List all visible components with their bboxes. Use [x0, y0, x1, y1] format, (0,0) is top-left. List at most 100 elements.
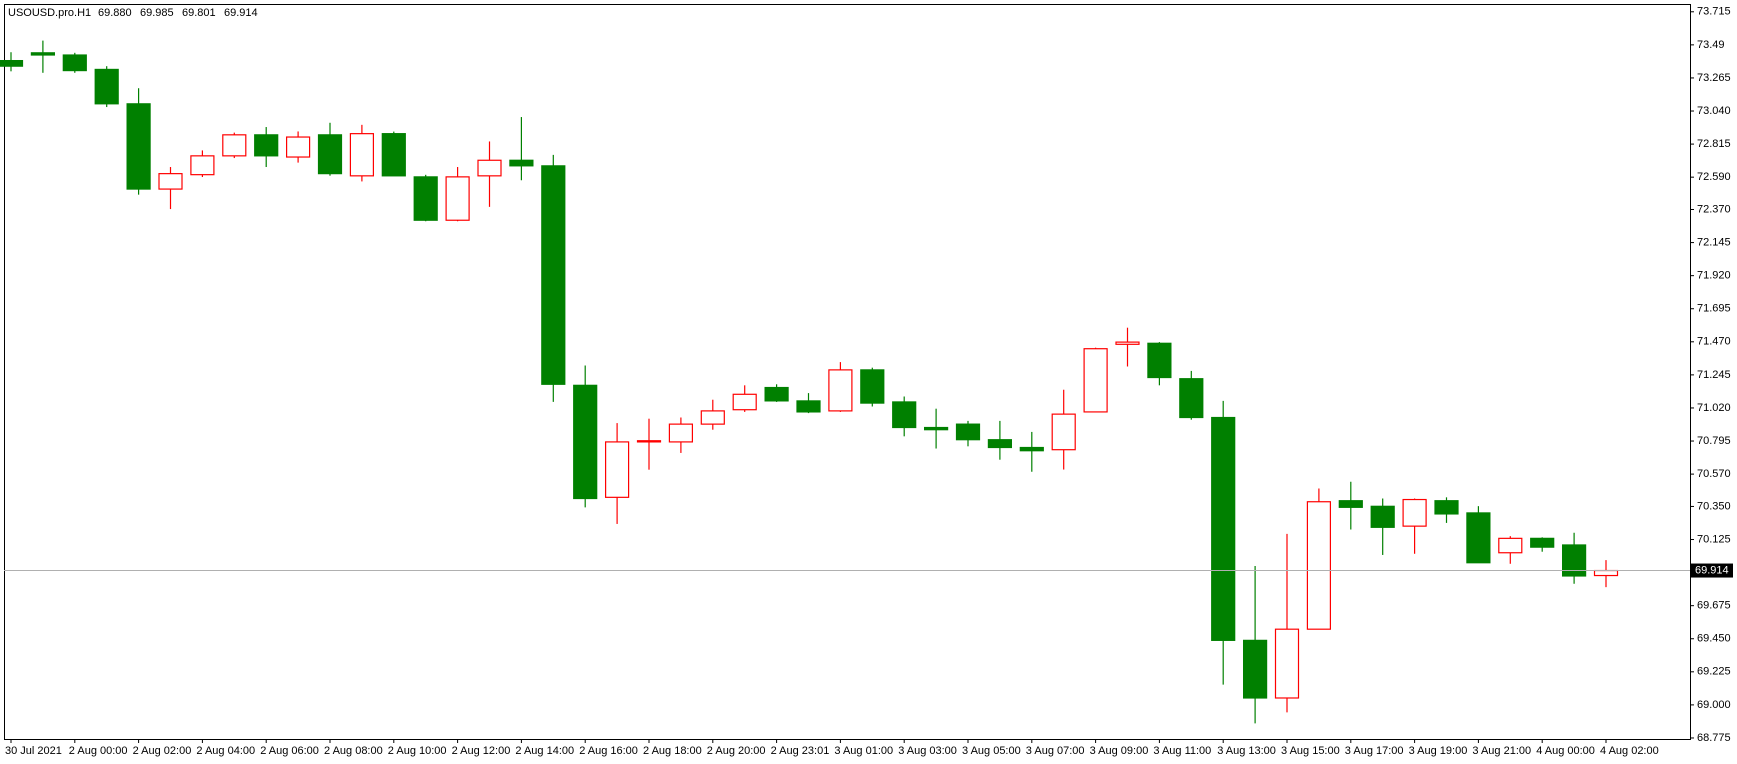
candle-body — [94, 68, 119, 105]
x-tick-label: 3 Aug 21:00 — [1472, 745, 1531, 757]
x-tick-label: 3 Aug 09:00 — [1090, 745, 1149, 757]
candle-body — [764, 386, 789, 402]
x-tick-label: 3 Aug 17:00 — [1345, 745, 1404, 757]
y-tick-label: 70.795 — [1697, 435, 1731, 447]
candle-body — [668, 423, 694, 443]
candle-body — [254, 134, 279, 157]
y-tick-label: 71.920 — [1697, 270, 1731, 282]
x-tick-label: 3 Aug 07:00 — [1026, 745, 1085, 757]
x-tick-label: 3 Aug 13:00 — [1217, 745, 1276, 757]
candle-body — [1338, 500, 1363, 508]
candle-body — [349, 133, 374, 177]
candle-body — [1019, 446, 1044, 452]
y-tick-label: 70.570 — [1697, 468, 1731, 480]
candle-body — [1466, 512, 1491, 564]
candle-body — [732, 393, 757, 411]
candle-body — [1051, 413, 1076, 451]
x-tick-label: 2 Aug 06:00 — [260, 745, 319, 757]
y-tick-label: 72.370 — [1697, 203, 1731, 215]
y-tick-label: 68.775 — [1697, 732, 1731, 744]
x-tick-label: 2 Aug 16:00 — [579, 745, 638, 757]
candle-body — [541, 165, 566, 385]
candle-body — [445, 176, 470, 221]
candle-body — [636, 440, 662, 443]
candle-body — [1593, 569, 1619, 577]
candle-body — [1402, 498, 1427, 527]
x-tick-label: 2 Aug 10:00 — [388, 745, 447, 757]
y-tick-label: 69.675 — [1697, 600, 1731, 612]
x-tick-label: 4 Aug 00:00 — [1536, 745, 1595, 757]
y-tick-label: 69.450 — [1697, 633, 1731, 645]
chart-header: USOUSD.pro.H1 — [8, 7, 91, 19]
candle-body — [0, 59, 24, 67]
x-tick-label: 2 Aug 23:01 — [771, 745, 830, 757]
y-tick-label: 73.265 — [1697, 72, 1731, 84]
candle-body — [1274, 628, 1300, 699]
x-tick-label: 3 Aug 11:00 — [1153, 745, 1211, 757]
y-tick-label: 70.125 — [1697, 533, 1731, 545]
candle-body — [158, 173, 183, 190]
candle-body — [860, 369, 885, 404]
y-tick-label: 69.225 — [1697, 666, 1731, 678]
x-tick-label: 3 Aug 03:00 — [898, 745, 957, 757]
y-tick-label: 72.590 — [1697, 171, 1731, 183]
candle-body — [1561, 544, 1587, 577]
y-tick-label: 71.470 — [1697, 336, 1731, 348]
y-tick-label: 71.020 — [1697, 402, 1731, 414]
x-tick-label: 3 Aug 15:00 — [1281, 745, 1340, 757]
x-tick-label: 2 Aug 20:00 — [707, 745, 766, 757]
x-tick-label: 2 Aug 04:00 — [196, 745, 255, 757]
y-tick-label: 71.695 — [1697, 303, 1731, 315]
candle-body — [1530, 537, 1555, 548]
candle-body — [923, 426, 949, 431]
candle-body — [1147, 342, 1172, 379]
x-tick-label: 3 Aug 01:00 — [834, 745, 893, 757]
x-tick-label: 2 Aug 12:00 — [452, 745, 511, 757]
candle-body — [1370, 505, 1395, 528]
candle-body — [892, 401, 917, 429]
x-tick-label: 2 Aug 14:00 — [515, 745, 574, 757]
y-tick-label: 71.245 — [1697, 369, 1731, 381]
candle-body — [381, 133, 406, 177]
candle-body — [1306, 501, 1332, 630]
x-tick-label: 2 Aug 00:00 — [69, 745, 128, 757]
candle-body — [477, 159, 502, 177]
candle-body — [573, 384, 598, 500]
candle-body — [62, 54, 87, 72]
header-value: 69.801 — [182, 7, 216, 19]
x-tick-label: 30 Jul 2021 — [5, 745, 62, 757]
x-tick-label: 3 Aug 05:00 — [962, 745, 1021, 757]
y-tick-label: 72.815 — [1697, 138, 1731, 150]
last-price-box — [1691, 563, 1733, 578]
y-tick-label: 70.350 — [1697, 500, 1731, 512]
header-value: 69.914 — [224, 7, 258, 19]
candle-body — [828, 369, 853, 412]
header-value: 69.880 — [98, 7, 132, 19]
candle-body — [1211, 416, 1236, 641]
candle-body — [1083, 348, 1108, 413]
x-tick-label: 4 Aug 02:00 — [1600, 745, 1659, 757]
candle-body — [317, 134, 343, 175]
y-tick-label: 73.040 — [1697, 105, 1731, 117]
candle-body — [987, 439, 1013, 449]
candle-body — [1179, 378, 1204, 419]
candle-body — [1242, 639, 1268, 699]
candle-body — [1115, 341, 1140, 345]
candle-body — [190, 155, 215, 176]
candle-body — [286, 136, 311, 158]
candle-body — [126, 103, 151, 190]
x-tick-label: 3 Aug 19:00 — [1409, 745, 1468, 757]
y-tick-label: 73.49 — [1697, 39, 1725, 51]
candle-body — [509, 159, 534, 167]
candle-body — [955, 423, 981, 441]
candle-body — [222, 134, 247, 157]
x-tick-label: 2 Aug 08:00 — [324, 745, 383, 757]
candle-body — [30, 52, 55, 56]
y-tick-label: 69.000 — [1697, 699, 1731, 711]
candle-body — [1498, 537, 1523, 554]
candle-body — [700, 410, 725, 425]
candle-body — [413, 176, 438, 221]
last-price-label: 69.914 — [1695, 564, 1729, 576]
header-value: 69.985 — [140, 7, 174, 19]
